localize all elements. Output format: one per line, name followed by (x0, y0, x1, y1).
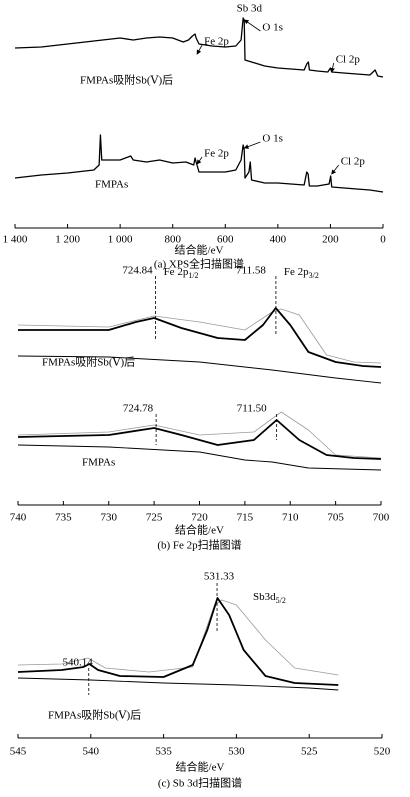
spectrum-curve (17, 411, 382, 459)
x-tick-label: 705 (327, 512, 344, 524)
peak-label-sub: 1/2 (188, 271, 198, 280)
peak-label-main: Fe 2p (164, 266, 189, 278)
x-axis-title: 结合能/eV (175, 243, 224, 257)
x-tick-label: 710 (282, 512, 299, 524)
peak-position-label: 711.58 (236, 265, 266, 277)
peak-annotation: O 1s (262, 22, 282, 34)
x-axis-title: 结合能/eV (175, 523, 224, 537)
spectrum-curve (17, 355, 382, 384)
annotation-arrow (196, 156, 203, 165)
x-tick-label: 740 (10, 512, 27, 524)
peak-position-label: 724.84 (122, 265, 153, 277)
panel-caption: (b) Fe 2p扫描图谱 (157, 538, 241, 552)
curve-label: FMPAs吸附Sb(Ⅴ)后 (80, 73, 173, 87)
spectrum-curve (14, 17, 384, 78)
spectrum-curve (17, 308, 382, 364)
x-tick-label: 545 (10, 746, 27, 758)
x-tick-label: 0 (380, 234, 386, 246)
peak-position-label: 531.33 (204, 571, 235, 583)
annotation-arrow (196, 44, 203, 55)
peak-annotation: Fe 2p (204, 36, 229, 48)
x-tick-label: 535 (155, 746, 172, 758)
peak-annotation: Fe 2p (204, 148, 229, 160)
x-tick-label: 800 (164, 234, 181, 246)
x-tick-label: 530 (228, 746, 245, 758)
annotation-arrow (330, 62, 335, 73)
x-axis-title: 结合能/eV (176, 760, 225, 774)
peak-label-main: Sb3d (253, 591, 276, 603)
peak-position-label: 540.14 (63, 657, 94, 669)
peak-position-label: 724.78 (123, 403, 154, 415)
x-tick-label: 200 (322, 234, 339, 246)
x-tick-label: 520 (374, 746, 391, 758)
x-tick-label: 1 200 (55, 234, 80, 246)
peak-label-main: Fe 2p (284, 266, 309, 278)
curve-label: FMPAs (82, 457, 115, 469)
peak-position-label: 711.50 (237, 403, 267, 415)
x-tick-label: 540 (83, 746, 100, 758)
x-tick-label: 1 000 (108, 234, 133, 246)
peak-label: Sb3d5/2 (253, 591, 286, 606)
peak-annotation: O 1s (262, 133, 282, 145)
x-tick-label: 725 (146, 512, 163, 524)
curve-label: FMPAs吸附Sb(Ⅴ)后 (48, 708, 141, 722)
panel-caption: (c) Sb 3d扫描图谱 (158, 776, 242, 790)
spectrum-curve (18, 307, 382, 368)
peak-label: Fe 2p1/2 (164, 266, 199, 281)
peak-label-sub: 3/2 (309, 271, 319, 280)
x-tick-label: 700 (373, 512, 390, 524)
annotation-arrow (243, 141, 261, 149)
curve-label: FMPAs吸附Sb(Ⅴ)后 (42, 355, 135, 369)
spectrum-curve (14, 134, 384, 193)
peak-annotation: Sb 3d (237, 3, 263, 15)
x-tick-label: 730 (101, 512, 118, 524)
peak-label: Fe 2p3/2 (284, 266, 319, 281)
x-tick-label: 735 (55, 512, 72, 524)
annotation-arrow (331, 164, 340, 175)
peak-annotation: Cl 2p (341, 156, 366, 168)
x-tick-label: 715 (237, 512, 254, 524)
spectrum-curve (17, 419, 382, 460)
peak-annotation: Cl 2p (336, 54, 361, 66)
spectrum-curve (17, 599, 339, 676)
spectrum-curve (17, 597, 339, 686)
spectrum-curve (17, 677, 339, 691)
spectrum-curve (17, 444, 382, 471)
x-tick-label: 720 (191, 512, 208, 524)
x-tick-label: 400 (270, 234, 287, 246)
curve-label: FMPAs (95, 179, 128, 191)
x-tick-label: 1 400 (3, 234, 28, 246)
annotation-arrow (243, 19, 261, 32)
peak-label-sub: 5/2 (276, 596, 286, 605)
x-tick-label: 600 (217, 234, 234, 246)
panel-caption: (a) XPS全扫描图谱 (154, 257, 244, 271)
x-tick-label: 525 (301, 746, 318, 758)
